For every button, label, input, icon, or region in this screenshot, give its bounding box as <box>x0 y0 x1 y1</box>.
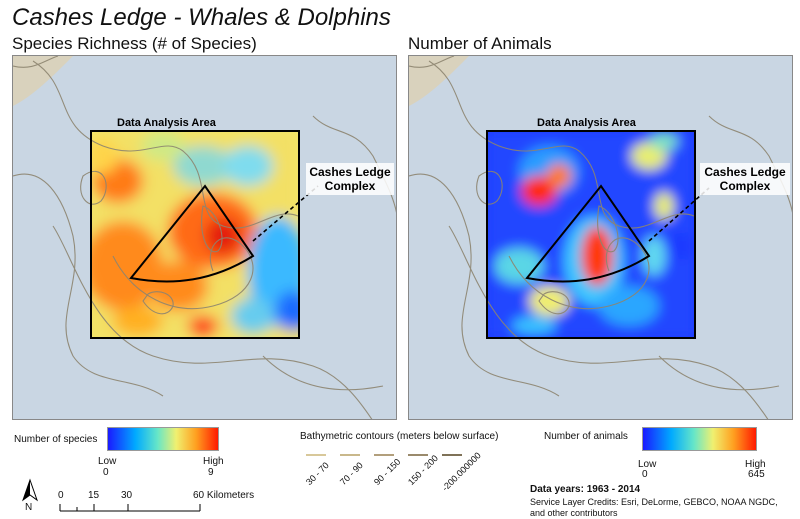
service-credits: Service Layer Credits: Esri, DeLorme, GE… <box>530 497 778 518</box>
scale-tick-60: 60 Kilometers <box>193 490 255 501</box>
species-low-label: Low <box>98 456 117 467</box>
species-high-value: 9 <box>208 467 214 478</box>
data-years: Data years: 1963 - 2014 <box>530 484 641 495</box>
scale-tick-30: 30 <box>121 490 133 501</box>
species-legend-title: Number of species <box>14 434 98 445</box>
species-low-value: 0 <box>103 467 109 478</box>
animals-high-label: High <box>745 459 766 470</box>
scale-tick-15: 15 <box>88 490 100 501</box>
animals-high-value: 645 <box>748 469 765 480</box>
right-complex-label-line1: Cashes Ledge <box>704 165 786 179</box>
left-complex-label-line1: Cashes Ledge <box>309 165 391 179</box>
right-area-label: Data Analysis Area <box>537 117 637 129</box>
scale-tick-0: 0 <box>58 490 64 501</box>
scale-bar <box>59 504 201 512</box>
species-richness-map: Data Analysis Area Cashes Ledge Complex <box>12 55 397 420</box>
left-complex-label-line2: Complex <box>325 179 376 193</box>
animals-legend-title: Number of animals <box>544 431 628 442</box>
left-area-label: Data Analysis Area <box>117 117 217 129</box>
number-of-animals-map: Data Analysis Area Cashes Ledge Complex <box>408 55 793 420</box>
species-color-ramp <box>107 427 219 451</box>
map-title: Cashes Ledge - Whales & Dolphins <box>12 4 391 31</box>
bathymetry-legend-title: Bathymetric contours (meters below surfa… <box>300 431 499 442</box>
species-high-label: High <box>203 456 224 467</box>
animals-color-ramp <box>642 427 757 451</box>
north-arrow-icon <box>22 478 38 502</box>
bathymetry-swatches <box>306 454 462 456</box>
right-panel-subtitle: Number of Animals <box>408 34 552 53</box>
animals-low-label: Low <box>638 459 657 470</box>
north-label: N <box>25 502 33 513</box>
left-panel-subtitle: Species Richness (# of Species) <box>12 34 257 53</box>
animals-low-value: 0 <box>642 469 648 480</box>
right-complex-label-line2: Complex <box>720 179 771 193</box>
